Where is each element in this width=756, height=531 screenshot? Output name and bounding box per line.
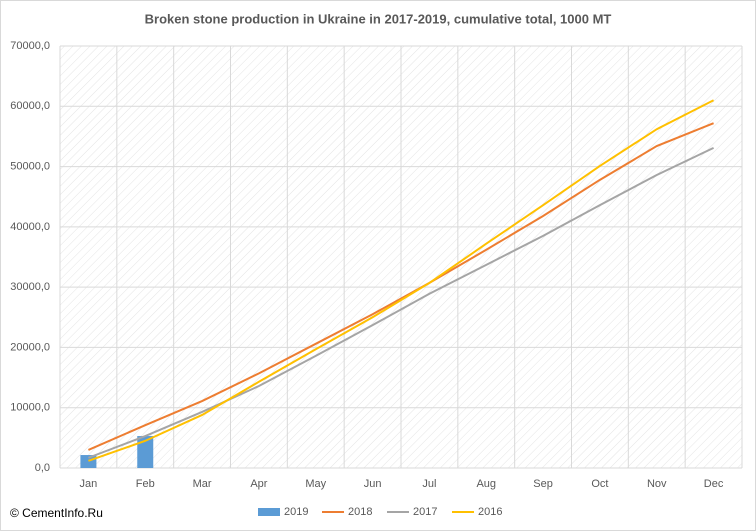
- source: © CementInfo.Ru: [10, 506, 103, 520]
- bar: [80, 455, 97, 468]
- x-tick-label: Jan: [80, 478, 98, 490]
- line: [88, 122, 714, 451]
- y-tick-label: 20000,0: [10, 341, 50, 353]
- chart-title: Broken stone production in Ukraine in 20…: [145, 11, 612, 26]
- legend-label: 2018: [348, 506, 372, 518]
- legend-label: 2016: [478, 506, 502, 518]
- legend-label: 2017: [413, 506, 437, 518]
- x-tick-label: Dec: [704, 478, 724, 490]
- y-tick-label: 30000,0: [10, 281, 50, 293]
- x-tick-label: Oct: [591, 478, 608, 490]
- line: [88, 146, 715, 459]
- y-tick-label: 40000,0: [10, 221, 50, 233]
- y-tick-label: 0,0: [35, 462, 50, 474]
- y-tick-label: 50000,0: [10, 160, 50, 172]
- x-tick-label: Jul: [422, 478, 436, 490]
- legend-label: 2019: [284, 506, 308, 518]
- x-tick-label: Apr: [250, 478, 267, 490]
- x-tick-label: Mar: [193, 478, 212, 490]
- legend-swatch: [258, 508, 280, 516]
- x-tick-label: Jun: [364, 478, 382, 490]
- x-tick-label: Sep: [533, 478, 553, 490]
- bar: [137, 436, 154, 468]
- x-tick-label: Aug: [476, 478, 496, 490]
- x-tick-label: Nov: [647, 478, 667, 490]
- x-tick-label: May: [305, 478, 326, 490]
- x-tick-label: Feb: [136, 478, 155, 490]
- line: [88, 99, 715, 462]
- y-tick-label: 10000,0: [10, 402, 50, 414]
- y-tick-label: 60000,0: [10, 100, 50, 112]
- y-tick-label: 70000,0: [10, 40, 50, 52]
